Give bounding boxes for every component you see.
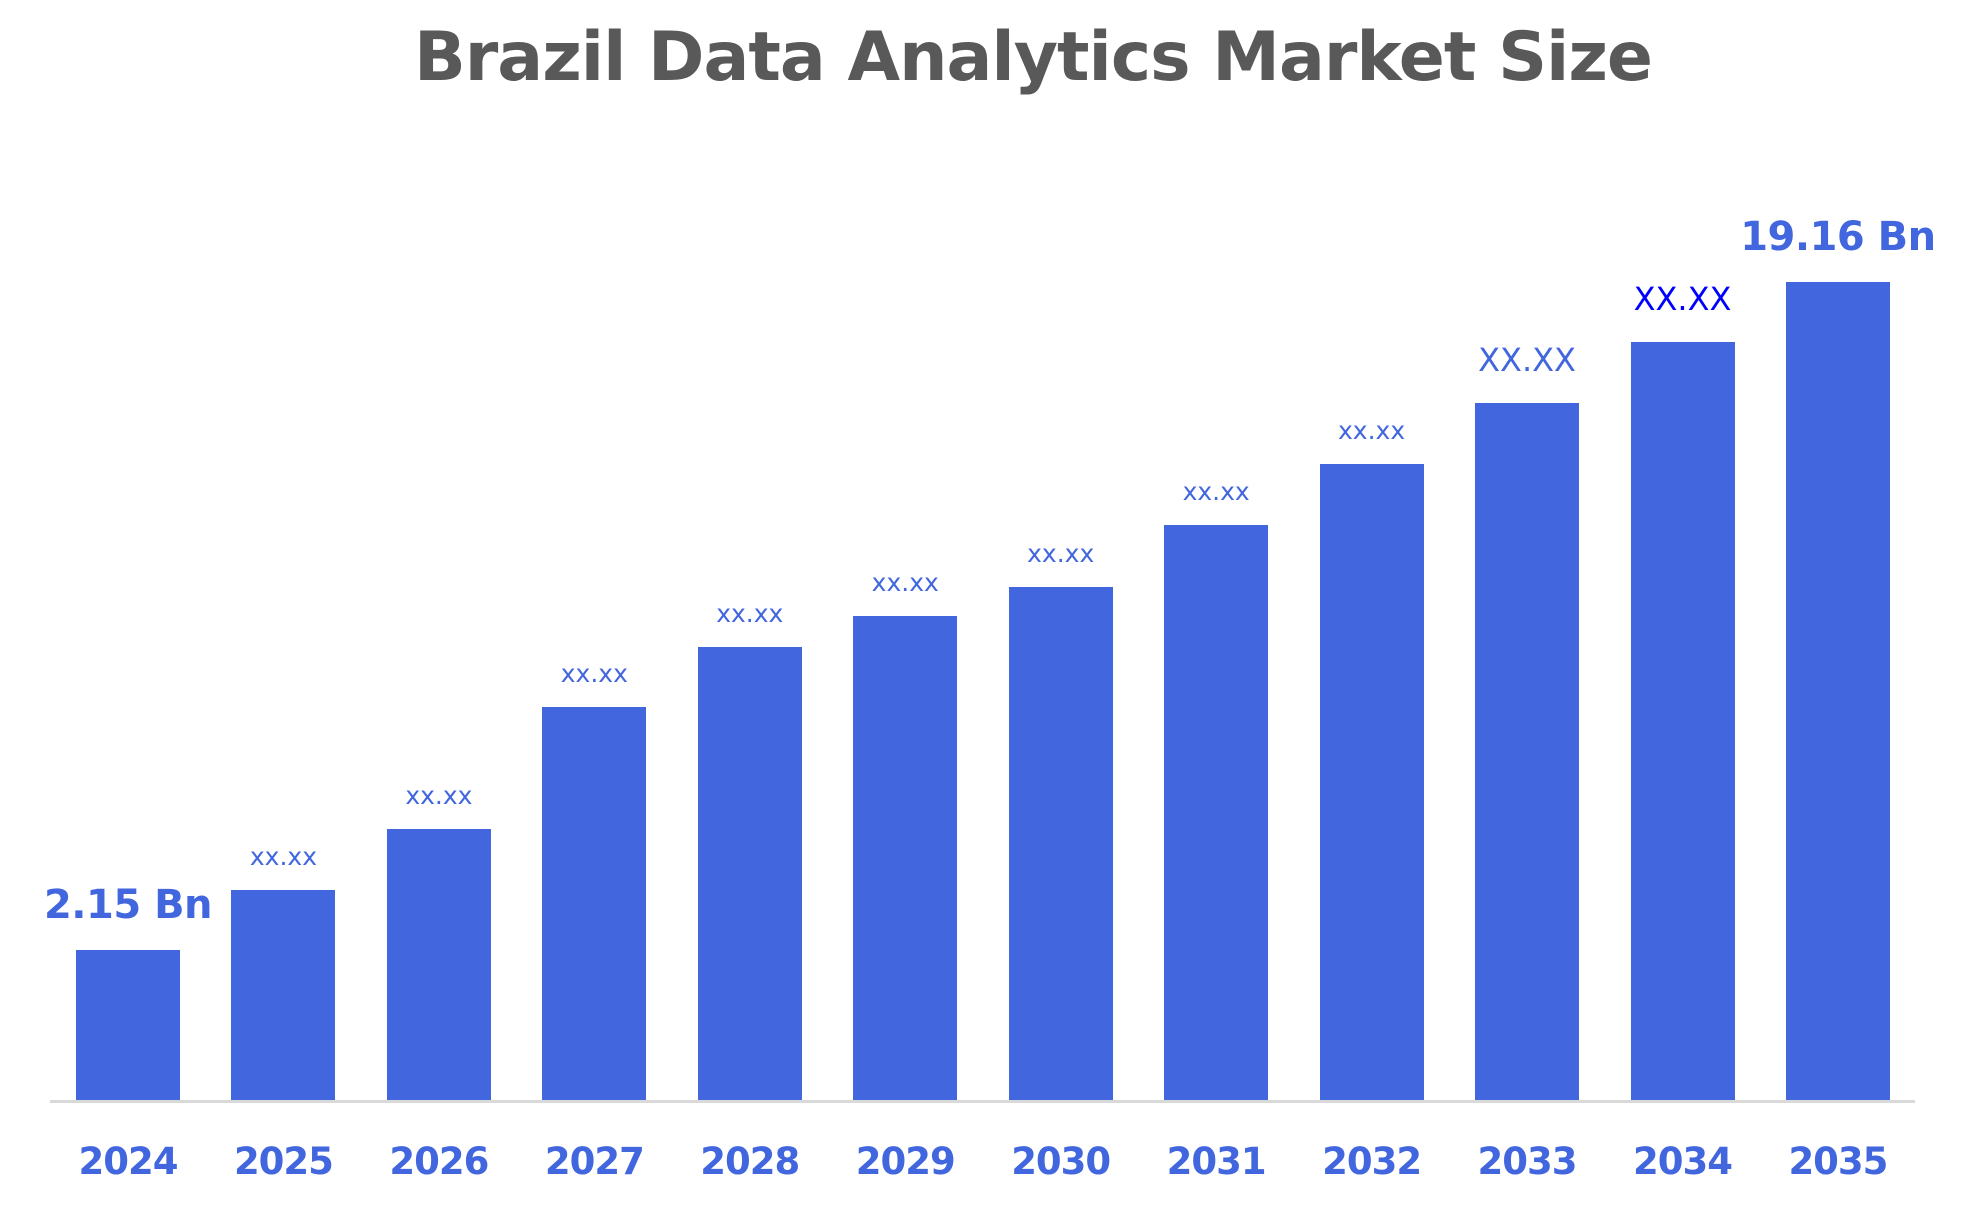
x-tick-label-2031: 2031 bbox=[1166, 1140, 1267, 1183]
bar-2030 bbox=[1008, 587, 1113, 1100]
bar-2034 bbox=[1630, 342, 1735, 1100]
x-tick-label-2033: 2033 bbox=[1477, 1140, 1578, 1183]
x-tick-label-2028: 2028 bbox=[700, 1140, 800, 1183]
value-label-2032: xx.xx bbox=[1338, 416, 1406, 446]
x-axis-line bbox=[50, 1100, 1915, 1103]
bar-2026 bbox=[386, 829, 491, 1100]
value-label-2030: xx.xx bbox=[1027, 539, 1095, 569]
bar-2031 bbox=[1164, 525, 1269, 1100]
x-tick-label-2027: 2027 bbox=[544, 1140, 645, 1183]
bar-2029 bbox=[853, 616, 958, 1100]
value-label-2029: xx.xx bbox=[871, 568, 939, 598]
x-tick-label-2035: 2035 bbox=[1788, 1140, 1888, 1183]
x-tick-label-2025: 2025 bbox=[233, 1140, 334, 1183]
value-label-2034: XX.XX bbox=[1633, 280, 1732, 319]
value-label-2027: xx.xx bbox=[560, 658, 628, 688]
bar-2024 bbox=[76, 950, 180, 1100]
x-tick-label-2032: 2032 bbox=[1322, 1140, 1422, 1183]
x-tick-label-2026: 2026 bbox=[389, 1140, 489, 1183]
bar-2027 bbox=[542, 706, 647, 1100]
chart-title: Brazil Data Analytics Market Size bbox=[413, 18, 1653, 97]
x-tick-label-2024: 2024 bbox=[78, 1140, 179, 1183]
bar-2025 bbox=[231, 889, 336, 1100]
value-label-2024: 2.15 Bn bbox=[43, 882, 213, 928]
value-label-2035: 19.16 Bn bbox=[1740, 214, 1936, 260]
bar-2033 bbox=[1475, 402, 1580, 1100]
bar-2028 bbox=[697, 647, 802, 1100]
x-tick-label-2029: 2029 bbox=[855, 1140, 956, 1183]
bar-2035 bbox=[1785, 282, 1890, 1100]
value-label-2033: XX.XX bbox=[1478, 340, 1576, 379]
value-label-2031: xx.xx bbox=[1182, 477, 1250, 507]
x-tick-label-2034: 2034 bbox=[1633, 1140, 1733, 1183]
value-label-2028: xx.xx bbox=[716, 599, 784, 629]
value-label-2026: xx.xx bbox=[405, 781, 473, 811]
bar-2032 bbox=[1319, 464, 1424, 1100]
x-tick-label-2030: 2030 bbox=[1011, 1140, 1111, 1183]
value-label-2025: xx.xx bbox=[249, 841, 317, 871]
